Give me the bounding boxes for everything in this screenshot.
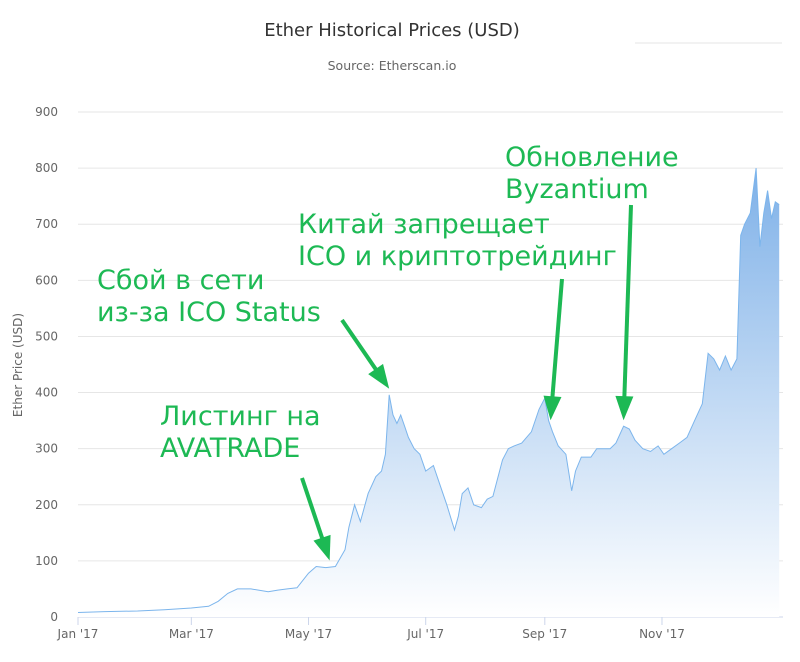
x-axis-ticks: Jan '17 Mar '17 May '17 Jul '17 Sep '17 Nov '… [57, 617, 783, 641]
annotation-arrow-head [313, 535, 330, 561]
y-tick-label: 500 [35, 329, 58, 343]
y-tick-label: 400 [35, 386, 58, 400]
annotation-arrow-shaft [552, 279, 562, 400]
x-tick-label: Jan '17 [57, 627, 99, 641]
annotation-line: Byzantium [505, 174, 649, 205]
annotation-line: Листинг на [160, 401, 321, 432]
annotation-arrow-shaft [302, 478, 323, 542]
annotation-arrow-head [615, 396, 633, 420]
annotation-line: Обновление [505, 142, 679, 173]
y-tick-label: 200 [35, 498, 58, 512]
annotation-arrow-shaft [624, 205, 631, 400]
y-tick-label: 800 [35, 161, 58, 175]
y-tick-label: 300 [35, 442, 58, 456]
y-axis-title: Ether Price (USD) [11, 313, 25, 417]
annotation-label: Листинг на AVATRADE [160, 401, 321, 464]
y-axis-ticks: 0 100 200 300 400 500 600 700 800 900 [35, 105, 58, 624]
x-tick-label: Nov '17 [639, 627, 685, 641]
annotation-label: Обновление Byzantium [505, 142, 679, 205]
x-tick-label: Sep '17 [522, 627, 567, 641]
y-tick-label: 600 [35, 273, 58, 287]
x-tick-label: Jul '17 [406, 627, 444, 641]
annotation-label: Сбой в сети из-за ICO Status [97, 265, 321, 328]
y-tick-label: 900 [35, 105, 58, 119]
annotation-label: Китай запрещает ICO и криптотрейдинг [298, 209, 617, 272]
y-axis-title-group: Ether Price (USD) [11, 313, 25, 417]
annotation-arrow-shaft [342, 320, 378, 372]
y-tick-label: 0 [50, 610, 58, 624]
annotation-line: из-за ICO Status [97, 297, 321, 328]
annotation-line: Сбой в сети [97, 265, 264, 296]
y-tick-label: 100 [35, 554, 58, 568]
annotation-line: ICO и криптотрейдинг [298, 241, 617, 272]
annotation-arrow-head [368, 364, 389, 389]
chart-subtitle: Source: Etherscan.io [328, 58, 457, 73]
annotation-line: Китай запрещает [298, 209, 550, 240]
chart-title: Ether Historical Prices (USD) [264, 20, 520, 41]
annotation-line: AVATRADE [160, 433, 300, 464]
x-tick-label: Mar '17 [169, 627, 214, 641]
x-tick-label: May '17 [285, 627, 332, 641]
y-tick-label: 700 [35, 217, 58, 231]
